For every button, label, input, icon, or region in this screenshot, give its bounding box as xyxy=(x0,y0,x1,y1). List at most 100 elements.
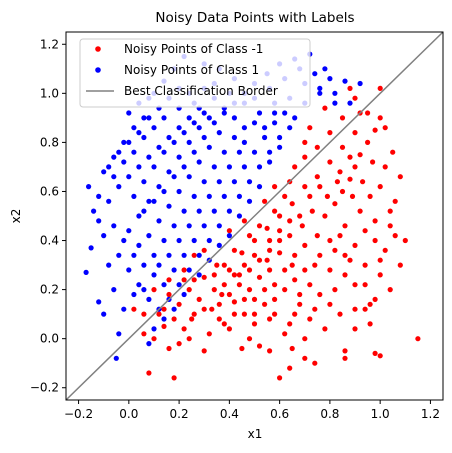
point-class-1-121 xyxy=(186,223,192,229)
point-class-1-128 xyxy=(106,262,112,268)
point-class-neg1-99 xyxy=(312,262,318,268)
point-class-neg1-181 xyxy=(272,296,278,302)
point-class-1-120 xyxy=(196,208,202,214)
point-class-neg1-87 xyxy=(327,130,333,136)
point-class-neg1-106 xyxy=(370,159,376,165)
point-class-neg1-20 xyxy=(151,336,157,342)
point-class-neg1-49 xyxy=(367,321,373,327)
point-class-neg1-112 xyxy=(299,223,305,229)
point-class-neg1-130 xyxy=(337,311,343,317)
point-class-1-136 xyxy=(181,130,187,136)
point-class-1-72 xyxy=(256,164,263,170)
point-class-1-114 xyxy=(241,125,247,131)
point-class-neg1-26 xyxy=(256,274,263,280)
point-class-1-113 xyxy=(231,134,237,141)
point-class-1-31 xyxy=(347,100,353,106)
point-class-1-91 xyxy=(166,169,172,175)
point-class-1-163 xyxy=(181,291,187,298)
point-class-neg1-37 xyxy=(357,152,363,158)
point-class-neg1-71 xyxy=(214,262,220,268)
point-class-neg1-171 xyxy=(337,169,343,175)
point-class-1-158 xyxy=(236,213,242,219)
point-class-neg1-90 xyxy=(282,193,288,199)
point-class-1-77 xyxy=(206,237,212,244)
point-class-1-75 xyxy=(226,208,232,214)
x-tick-label-7: 1.2 xyxy=(421,407,440,421)
point-class-neg1-138 xyxy=(352,306,358,312)
point-class-1-197 xyxy=(221,110,227,116)
point-class-neg1-116 xyxy=(256,257,263,263)
point-class-neg1-89 xyxy=(302,154,308,160)
point-class-neg1-102 xyxy=(357,208,363,214)
point-class-neg1-47 xyxy=(377,272,383,278)
point-class-1-88 xyxy=(136,213,142,219)
point-class-neg1-10 xyxy=(377,353,383,359)
legend-marker-class-neg1 xyxy=(95,46,101,52)
point-class-neg1-123 xyxy=(171,316,177,322)
point-class-1-42 xyxy=(186,115,192,121)
point-class-neg1-64 xyxy=(216,316,222,322)
point-class-1-137 xyxy=(191,120,197,126)
point-class-neg1-166 xyxy=(181,277,187,283)
point-class-neg1-128 xyxy=(302,336,308,342)
point-class-neg1-131 xyxy=(352,326,358,332)
point-class-neg1-169 xyxy=(141,311,147,317)
point-class-1-133 xyxy=(151,164,157,170)
point-class-1-101 xyxy=(166,203,172,209)
point-class-1-96 xyxy=(216,130,222,136)
point-class-neg1-186 xyxy=(362,282,368,288)
point-class-neg1-198 xyxy=(287,321,293,327)
point-class-1-66 xyxy=(262,134,268,141)
point-class-neg1-199 xyxy=(267,316,273,322)
point-class-neg1-6 xyxy=(302,355,308,361)
point-class-1-108 xyxy=(181,208,187,214)
point-class-1-5 xyxy=(113,355,119,361)
point-class-1-160 xyxy=(216,242,222,248)
point-class-neg1-44 xyxy=(392,198,398,204)
point-class-1-164 xyxy=(171,306,177,312)
point-class-1-141 xyxy=(161,115,167,121)
point-class-1-124 xyxy=(156,262,162,268)
point-class-neg1-67 xyxy=(186,287,192,293)
legend-box xyxy=(79,38,311,108)
point-class-neg1-143 xyxy=(272,282,278,288)
point-class-neg1-68 xyxy=(181,326,187,332)
y-tick-label-5: 0.8 xyxy=(40,135,59,149)
point-class-neg1-57 xyxy=(297,301,303,307)
point-class-1-37 xyxy=(256,110,263,116)
point-class-1-176 xyxy=(231,115,237,121)
point-class-neg1-7 xyxy=(342,355,348,361)
point-class-1-8 xyxy=(91,208,97,214)
point-class-neg1-201 xyxy=(231,311,237,317)
point-class-neg1-124 xyxy=(156,311,162,317)
point-class-1-1 xyxy=(88,245,94,251)
point-class-1-48 xyxy=(126,174,132,180)
point-class-neg1-121 xyxy=(211,287,217,293)
point-class-neg1-46 xyxy=(382,247,388,253)
point-class-neg1-133 xyxy=(387,287,393,293)
point-class-neg1-79 xyxy=(314,174,320,180)
point-class-1-55 xyxy=(151,272,157,278)
point-class-1-119 xyxy=(206,193,212,199)
point-class-1-157 xyxy=(246,198,253,204)
point-class-neg1-134 xyxy=(397,262,403,268)
point-class-1-56 xyxy=(161,282,167,288)
point-class-1-27 xyxy=(322,66,328,72)
point-class-1-2 xyxy=(83,269,89,275)
point-class-neg1-144 xyxy=(262,287,268,293)
point-class-1-170 xyxy=(146,115,152,121)
point-class-1-194 xyxy=(191,149,197,155)
point-class-1-51 xyxy=(111,223,117,229)
legend-label-border-line: Best Classification Border xyxy=(124,84,278,98)
point-class-neg1-185 xyxy=(342,272,348,278)
point-class-neg1-22 xyxy=(209,306,215,312)
point-class-1-58 xyxy=(181,252,187,258)
point-class-neg1-35 xyxy=(347,176,353,182)
point-class-neg1-168 xyxy=(151,287,157,293)
point-class-1-196 xyxy=(211,120,217,126)
point-class-1-64 xyxy=(241,164,247,170)
point-class-1-177 xyxy=(241,139,247,145)
point-class-1-14 xyxy=(141,115,147,121)
point-class-neg1-175 xyxy=(287,218,293,224)
point-class-neg1-69 xyxy=(176,301,182,307)
